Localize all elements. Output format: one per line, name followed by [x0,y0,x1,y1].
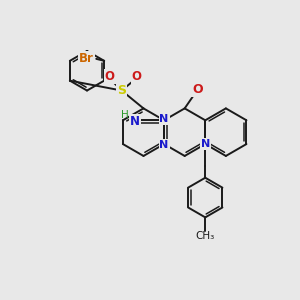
Text: N: N [160,140,169,150]
Text: N: N [201,139,210,149]
Text: O: O [132,70,142,83]
Text: N: N [130,115,140,128]
Text: H: H [121,110,128,120]
Text: O: O [105,70,115,83]
Text: CH₃: CH₃ [196,231,215,241]
Text: N: N [160,114,169,124]
Text: S: S [117,84,126,97]
Text: O: O [192,83,203,96]
Text: Br: Br [79,52,94,65]
